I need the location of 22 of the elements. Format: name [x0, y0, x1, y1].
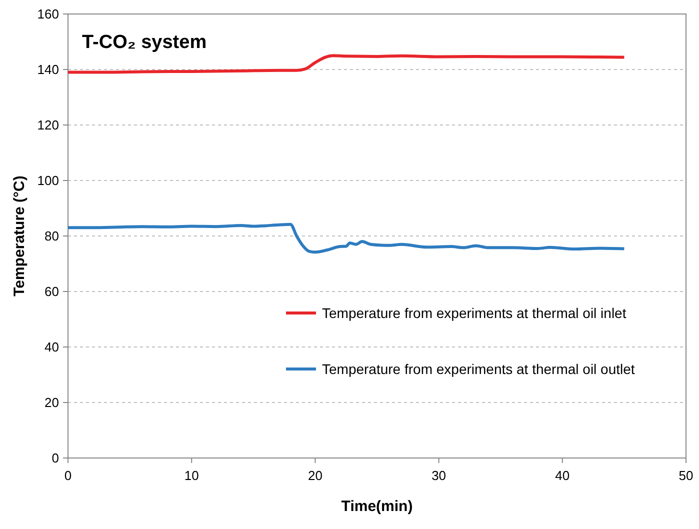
x-axis-title: Time(min) — [341, 498, 413, 515]
x-tick-label: 0 — [64, 468, 72, 483]
x-tick-label: 30 — [432, 468, 446, 483]
x-tick-label: 10 — [184, 468, 199, 483]
y-tick-label: 120 — [37, 118, 59, 133]
line-series — [66, 54, 626, 74]
line-series — [66, 222, 626, 254]
y-tick-label: 40 — [44, 340, 59, 355]
y-tick-label: 160 — [37, 6, 59, 22]
y-axis-title: Temperature (°C) — [11, 176, 28, 296]
y-tick-label: 60 — [44, 284, 59, 300]
y-tick-label: 0 — [52, 450, 59, 466]
y-tick-label: 20 — [44, 395, 59, 410]
y-tick-label: 140 — [37, 62, 59, 78]
y-tick-label: 100 — [37, 173, 59, 188]
y-tick-label: 80 — [44, 228, 59, 244]
x-tick-label: 20 — [308, 468, 322, 483]
x-tick-label: 50 — [678, 468, 694, 483]
text: T-CO₂ system — [82, 32, 207, 53]
legend-label: Temperature from experiments at thermal oil inlet — [322, 304, 626, 321]
x-tick-label: 40 — [555, 468, 570, 483]
legend-label: Temperature from experiments at thermal oil outlet — [322, 360, 635, 377]
